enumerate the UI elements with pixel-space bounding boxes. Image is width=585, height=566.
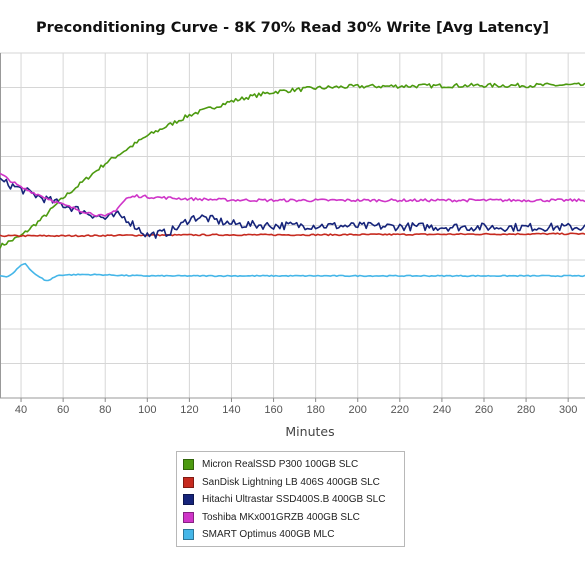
series-line [0, 262, 585, 282]
x-axis-title: Minutes [285, 424, 334, 439]
legend-label: Toshiba MKx001GRZB 400GB SLC [202, 511, 360, 523]
x-tick-label: 280 [517, 404, 535, 416]
line-chart-plot: 40 60 80 100 120 140 160 180 200 220 240 260 280 300 … [0, 52, 585, 439]
legend-item: Hitachi Ultrastar SSD400S.B 400GB SLC [183, 491, 404, 509]
x-tick-label: 200 [349, 404, 367, 416]
series-line [0, 177, 585, 239]
x-tick-label: 120 [180, 404, 198, 416]
x-tick-label: 180 [306, 404, 324, 416]
legend-swatch [183, 459, 194, 471]
series-line [0, 172, 585, 217]
series-line [0, 232, 585, 238]
legend-item: SanDisk Lightning LB 406S 400GB SLC [183, 474, 404, 492]
x-tick-label: 60 [57, 404, 69, 416]
x-tick-label: 80 [99, 404, 111, 416]
x-tick-label: 40 [15, 404, 27, 416]
series-line [0, 82, 585, 249]
legend-label: Hitachi Ultrastar SSD400S.B 400GB SLC [202, 494, 386, 506]
x-tick-label: 160 [264, 404, 282, 416]
legend-swatch [183, 529, 194, 541]
legend-item: Micron RealSSD P300 100GB SLC [183, 456, 404, 474]
legend-label: Micron RealSSD P300 100GB SLC [202, 459, 359, 471]
x-tick-label: 100 [138, 404, 156, 416]
x-tick-label: 260 [475, 404, 493, 416]
x-tick-labels: 40 60 80 100 120 140 160 180 200 220 240 260 280 300 [15, 404, 577, 416]
chart-title: Preconditioning Curve - 8K 70% Read 30% … [35, 20, 550, 36]
legend-label: SMART Optimus 400GB MLC [202, 529, 335, 541]
x-tick-label: 300 [559, 404, 577, 416]
legend-swatch [183, 494, 194, 506]
series-lines [0, 82, 585, 282]
x-tick-label: 140 [222, 404, 240, 416]
gridlines [0, 52, 585, 398]
legend-item: Toshiba MKx001GRZB 400GB SLC [183, 509, 404, 527]
legend-label: SanDisk Lightning LB 406S 400GB SLC [202, 476, 380, 488]
legend-swatch [183, 476, 194, 488]
legend-swatch [183, 511, 194, 523]
x-tick-label: 240 [433, 404, 451, 416]
legend-item: SMART Optimus 400GB MLC [183, 526, 404, 544]
x-tick-label: 220 [391, 404, 409, 416]
legend: Micron RealSSD P300 100GB SLC SanDisk Li… [176, 451, 405, 547]
axes [0, 53, 585, 402]
